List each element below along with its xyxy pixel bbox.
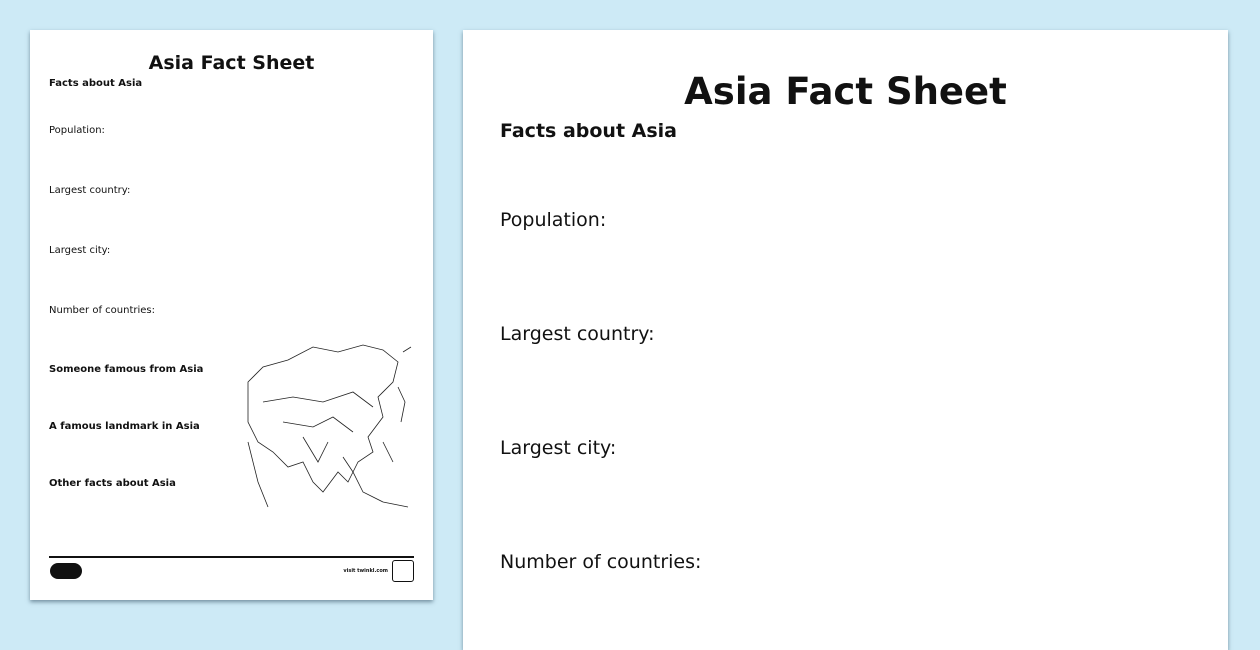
- main-field-largest-city: Largest city:: [500, 437, 617, 459]
- thumbnail-title: Asia Fact Sheet: [148, 52, 315, 74]
- thumbnail-field-largest-country: Largest country:: [49, 185, 131, 196]
- thumbnail-field-largest-city: Largest city:: [49, 245, 111, 256]
- thumbnail-prompt-landmark: A famous landmark in Asia: [49, 421, 200, 432]
- thumbnail-prompt-famous-person: Someone famous from Asia: [49, 364, 204, 375]
- footer-divider: [49, 556, 414, 558]
- thumbnail-subtitle: Facts about Asia: [49, 78, 143, 89]
- thumbnail-field-population: Population:: [49, 125, 105, 136]
- main-page-preview: Asia Fact Sheet Facts about Asia Populat…: [463, 30, 1228, 650]
- thumbnail-field-number-of-countries: Number of countries:: [49, 305, 156, 316]
- main-field-number-of-countries: Number of countries:: [500, 551, 702, 573]
- asia-map-outline: [247, 344, 412, 508]
- twinkl-logo: [50, 563, 82, 579]
- main-subtitle: Facts about Asia: [500, 120, 678, 142]
- main-title: Asia Fact Sheet: [684, 70, 1007, 113]
- thumbnail-page[interactable]: Asia Fact Sheet Facts about Asia Populat…: [30, 30, 433, 600]
- visit-link[interactable]: visit twinkl.com: [343, 568, 388, 574]
- main-field-population: Population:: [500, 209, 607, 231]
- main-field-largest-country: Largest country:: [500, 323, 655, 345]
- twinkl-badge-icon: [392, 560, 414, 582]
- thumbnail-prompt-other-facts: Other facts about Asia: [49, 478, 176, 489]
